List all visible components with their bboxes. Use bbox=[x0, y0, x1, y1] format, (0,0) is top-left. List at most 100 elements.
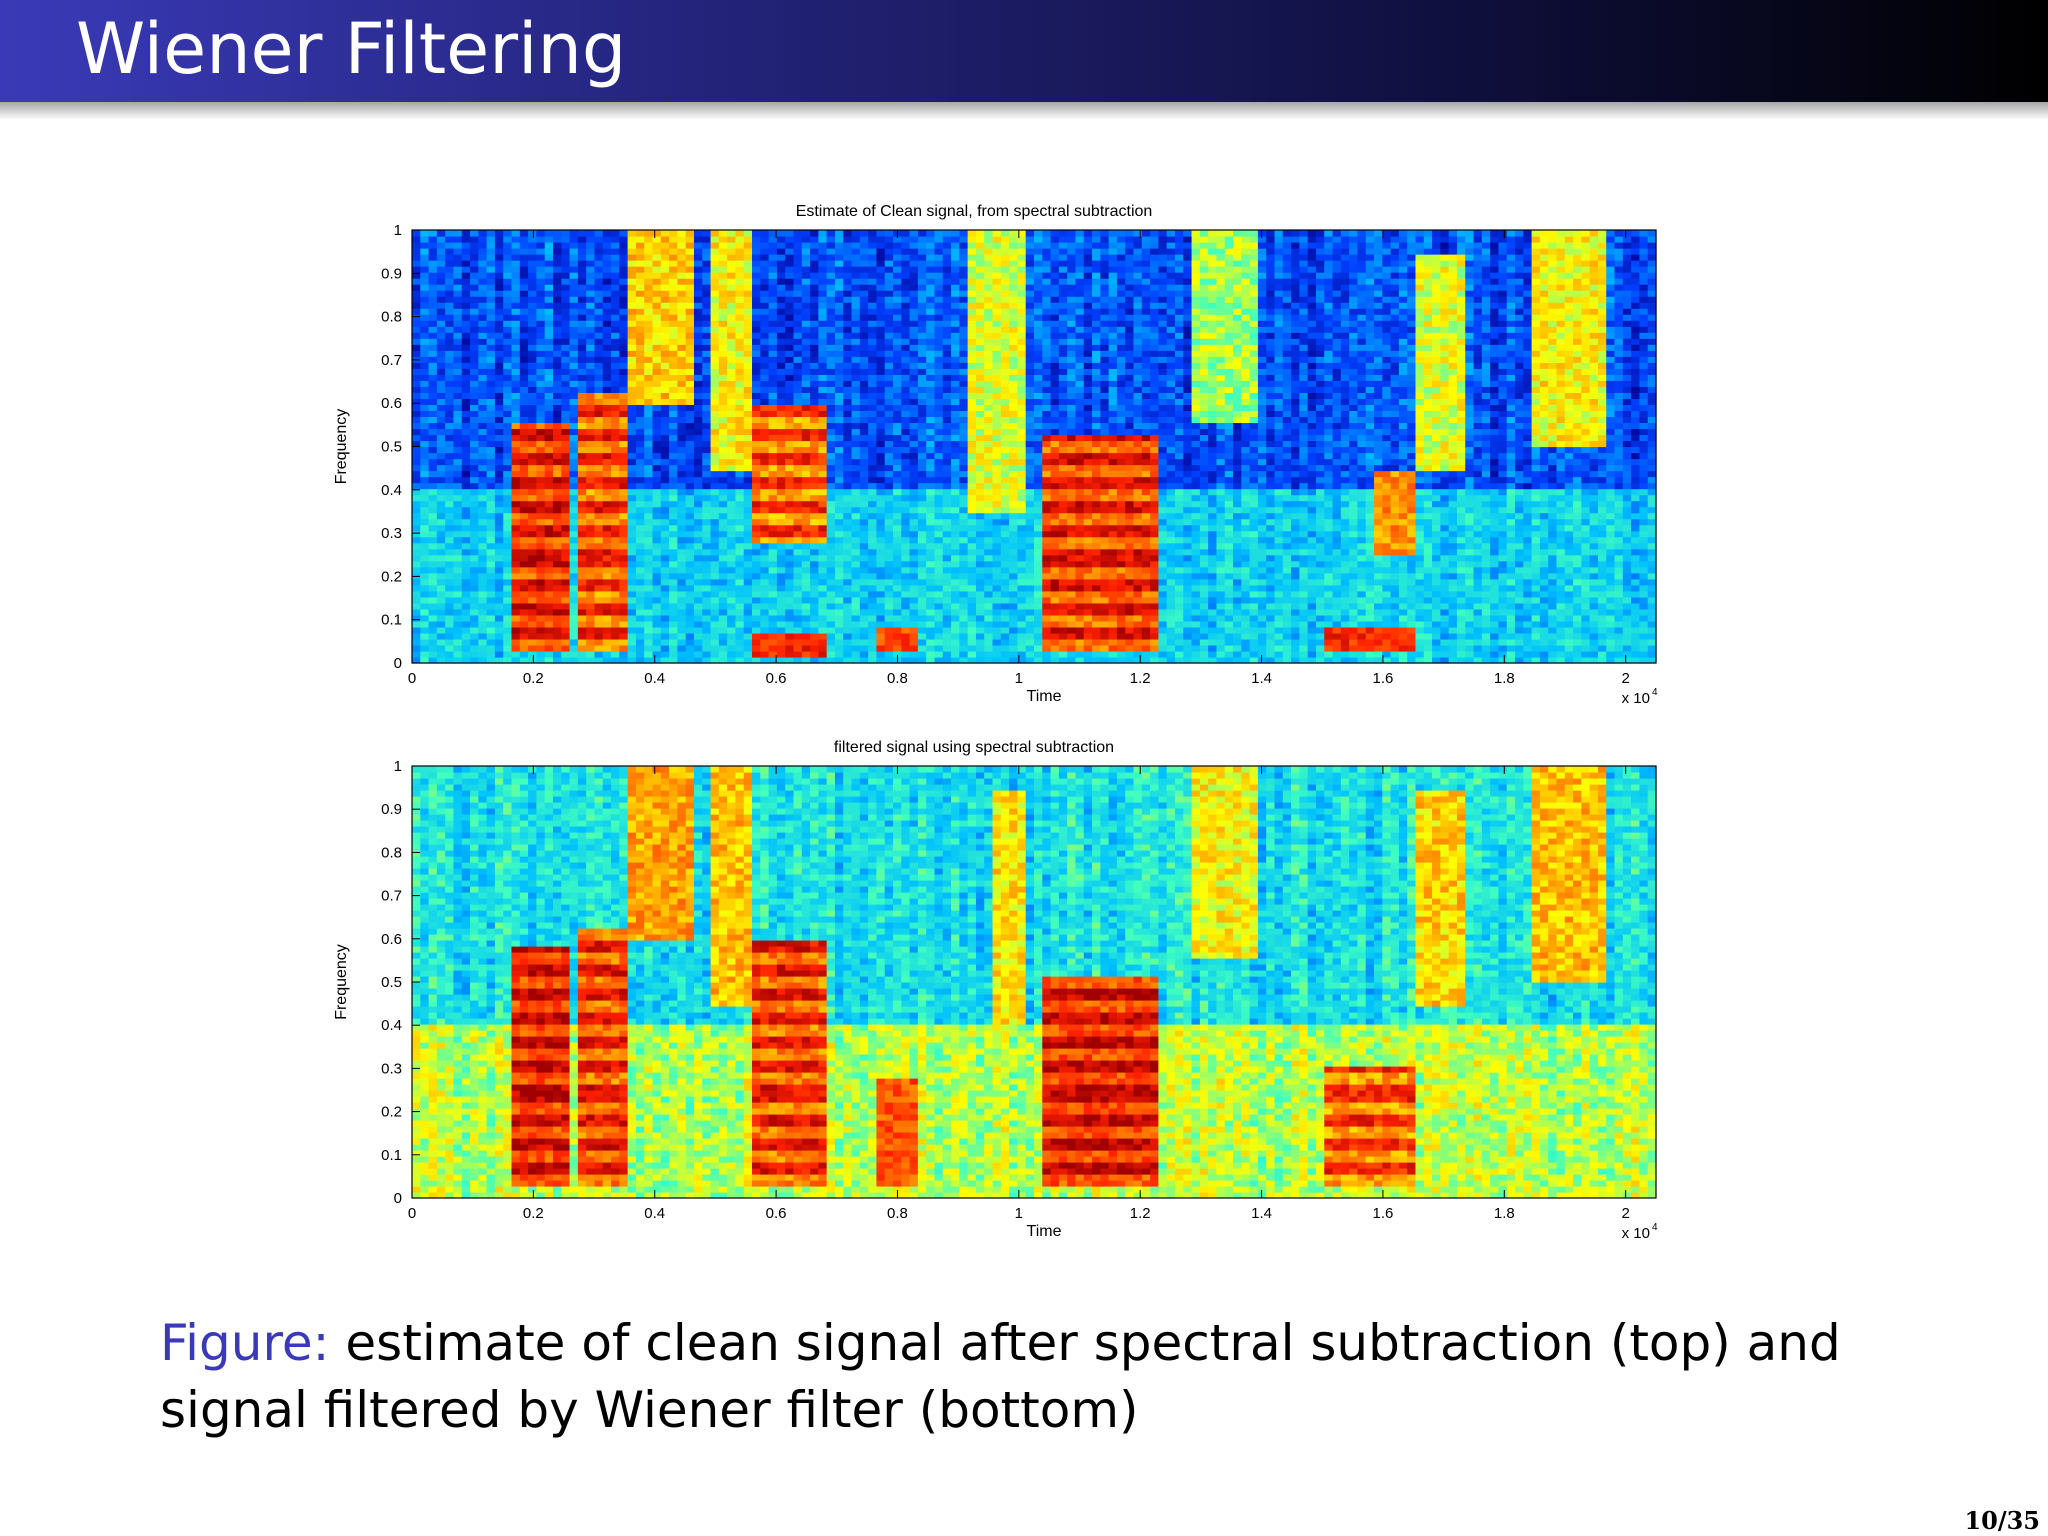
heatmap-cell bbox=[677, 254, 686, 261]
heatmap-cell bbox=[810, 230, 819, 237]
heatmap-cell bbox=[512, 615, 521, 622]
heatmap-cell bbox=[843, 597, 852, 604]
heatmap-cell bbox=[669, 645, 678, 652]
heatmap-cell bbox=[702, 615, 711, 622]
heatmap-cell bbox=[412, 495, 421, 502]
heatmap-cell bbox=[445, 621, 454, 628]
heatmap-cell bbox=[810, 459, 819, 466]
heatmap-cell bbox=[702, 645, 711, 652]
heatmap-cell bbox=[868, 633, 877, 640]
heatmap-cell bbox=[843, 555, 852, 562]
heatmap-cell bbox=[429, 633, 438, 640]
heatmap-cell bbox=[653, 290, 662, 297]
heatmap-cell bbox=[918, 447, 927, 454]
heatmap-cell bbox=[727, 278, 736, 285]
heatmap-cell bbox=[968, 567, 977, 574]
heatmap-cell bbox=[876, 597, 885, 604]
heatmap-cell bbox=[677, 392, 686, 399]
heatmap-cell bbox=[744, 477, 753, 484]
heatmap-cell bbox=[901, 350, 910, 357]
heatmap-cell bbox=[586, 621, 595, 628]
heatmap-cell bbox=[429, 266, 438, 273]
heatmap-cell bbox=[570, 525, 579, 532]
heatmap-cell bbox=[503, 368, 512, 375]
heatmap-cell bbox=[628, 585, 637, 592]
heatmap-cell bbox=[711, 314, 720, 321]
heatmap-cell bbox=[702, 398, 711, 405]
heatmap-cell bbox=[495, 236, 504, 243]
heatmap-cell bbox=[669, 585, 678, 592]
heatmap-cell bbox=[835, 380, 844, 387]
heatmap-cell bbox=[984, 573, 993, 580]
heatmap-cell bbox=[603, 645, 612, 652]
heatmap-cell bbox=[785, 398, 794, 405]
heatmap-cell bbox=[677, 651, 686, 658]
heatmap-cell bbox=[918, 332, 927, 339]
heatmap-cell bbox=[760, 398, 769, 405]
heatmap-cell bbox=[553, 260, 562, 267]
heatmap-cell bbox=[453, 314, 462, 321]
heatmap-cell bbox=[769, 272, 778, 279]
heatmap-cell bbox=[959, 591, 968, 598]
heatmap-cell bbox=[835, 320, 844, 327]
heatmap-cell bbox=[619, 483, 628, 490]
heatmap-cell bbox=[686, 278, 695, 285]
heatmap-cell bbox=[910, 471, 919, 478]
heatmap-cell bbox=[744, 543, 753, 550]
heatmap-cell bbox=[628, 597, 637, 604]
heatmap-cell bbox=[644, 573, 653, 580]
heatmap-cell bbox=[520, 477, 529, 484]
heatmap-cell bbox=[677, 591, 686, 598]
heatmap-cell bbox=[694, 591, 703, 598]
heatmap-cell bbox=[860, 254, 869, 261]
heatmap-cell bbox=[462, 326, 471, 333]
heatmap-cell bbox=[429, 567, 438, 574]
heatmap-cell bbox=[818, 236, 827, 243]
heatmap-cell bbox=[503, 609, 512, 616]
heatmap-cell bbox=[653, 525, 662, 532]
heatmap-cell bbox=[553, 230, 562, 237]
heatmap-cell bbox=[785, 651, 794, 658]
heatmap-cell bbox=[487, 477, 496, 484]
heatmap-cell bbox=[976, 453, 985, 460]
heatmap-cell bbox=[910, 332, 919, 339]
heatmap-cell bbox=[810, 392, 819, 399]
heatmap-cell bbox=[512, 531, 521, 538]
heatmap-cell bbox=[694, 440, 703, 447]
heatmap-cell bbox=[959, 519, 968, 526]
heatmap-cell bbox=[603, 495, 612, 502]
heatmap-cell bbox=[470, 615, 479, 622]
heatmap-cell bbox=[810, 254, 819, 261]
heatmap-cell bbox=[445, 477, 454, 484]
heatmap-cell bbox=[810, 501, 819, 508]
heatmap-cell bbox=[918, 386, 927, 393]
heatmap-cell bbox=[835, 567, 844, 574]
heatmap-cell bbox=[744, 428, 753, 435]
heatmap-cell bbox=[843, 609, 852, 616]
heatmap-cell bbox=[777, 380, 786, 387]
heatmap-cell bbox=[603, 459, 612, 466]
heatmap-cell bbox=[570, 495, 579, 502]
heatmap-cell bbox=[984, 519, 993, 526]
heatmap-cell bbox=[445, 489, 454, 496]
heatmap-cell bbox=[487, 543, 496, 550]
heatmap-cell bbox=[661, 507, 670, 514]
heatmap-cell bbox=[653, 645, 662, 652]
heatmap-cell bbox=[437, 398, 446, 405]
heatmap-cell bbox=[553, 302, 562, 309]
heatmap-cell bbox=[852, 531, 861, 538]
heatmap-cell bbox=[619, 501, 628, 508]
heatmap-cell bbox=[661, 278, 670, 285]
heatmap-cell bbox=[586, 410, 595, 417]
heatmap-cell bbox=[553, 507, 562, 514]
heatmap-cell bbox=[943, 356, 952, 363]
heatmap-cell bbox=[669, 374, 678, 381]
heatmap-cell bbox=[926, 447, 935, 454]
heatmap-cell bbox=[644, 386, 653, 393]
heatmap-cell bbox=[429, 603, 438, 610]
heatmap-cell bbox=[503, 615, 512, 622]
heatmap-cell bbox=[512, 230, 521, 237]
heatmap-cell bbox=[503, 495, 512, 502]
heatmap-cell bbox=[785, 254, 794, 261]
heatmap-cell bbox=[545, 242, 554, 249]
